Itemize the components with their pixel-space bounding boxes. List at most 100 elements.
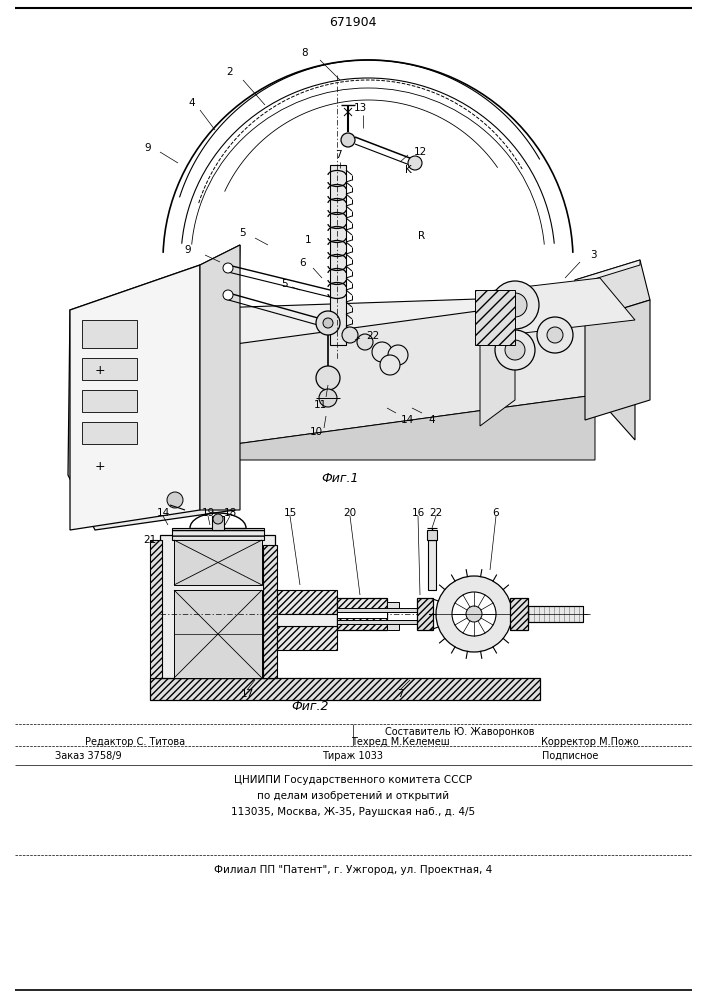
- Circle shape: [495, 330, 535, 370]
- Text: 20: 20: [344, 508, 356, 518]
- Bar: [174, 590, 262, 678]
- Text: 7: 7: [334, 150, 341, 160]
- Bar: [428, 540, 436, 590]
- Text: +: +: [95, 460, 105, 474]
- Text: 3: 3: [590, 250, 596, 260]
- Bar: [172, 528, 264, 540]
- Circle shape: [341, 133, 355, 147]
- Text: 14: 14: [400, 415, 414, 425]
- Text: R: R: [419, 231, 426, 241]
- Text: Филиал ПП "Патент", г. Ужгород, ул. Проектная, 4: Филиал ПП "Патент", г. Ужгород, ул. Прое…: [214, 865, 492, 875]
- Polygon shape: [200, 245, 240, 510]
- Circle shape: [547, 327, 563, 343]
- Text: Тираж 1033: Тираж 1033: [322, 751, 383, 761]
- Circle shape: [537, 317, 573, 353]
- Text: Техред М.Келемеш: Техред М.Келемеш: [351, 737, 450, 747]
- Bar: [475, 290, 515, 345]
- Text: Составитель Ю. Жаворонков: Составитель Ю. Жаворонков: [385, 727, 534, 737]
- Circle shape: [223, 290, 233, 300]
- Bar: [337, 610, 387, 618]
- Circle shape: [380, 355, 400, 375]
- Bar: [150, 678, 540, 700]
- Bar: [337, 620, 417, 624]
- Polygon shape: [575, 260, 640, 285]
- Bar: [277, 590, 337, 614]
- Circle shape: [316, 366, 340, 390]
- Text: 22: 22: [366, 331, 380, 341]
- Polygon shape: [70, 265, 200, 530]
- Bar: [277, 626, 337, 650]
- Bar: [337, 608, 417, 612]
- Text: 11: 11: [313, 400, 327, 410]
- Text: Подписное: Подписное: [542, 751, 598, 761]
- Bar: [427, 530, 437, 540]
- Bar: [330, 165, 346, 345]
- Text: 9: 9: [145, 143, 151, 153]
- Bar: [263, 545, 277, 678]
- Circle shape: [466, 606, 482, 622]
- Text: K: K: [404, 165, 411, 175]
- Polygon shape: [155, 295, 595, 455]
- Text: Фиг.2: Фиг.2: [291, 700, 329, 712]
- Text: Редактор С. Титова: Редактор С. Титова: [85, 737, 185, 747]
- Text: 6: 6: [493, 508, 499, 518]
- Bar: [174, 540, 262, 585]
- Text: 2: 2: [227, 67, 233, 77]
- Text: 4: 4: [428, 415, 436, 425]
- Polygon shape: [480, 278, 635, 334]
- Text: 7: 7: [397, 689, 403, 699]
- Text: Корректор М.Пожо: Корректор М.Пожо: [541, 737, 639, 747]
- Text: по делам изобретений и открытий: по делам изобретений и открытий: [257, 791, 449, 801]
- Text: 21: 21: [144, 535, 157, 545]
- Circle shape: [372, 342, 392, 362]
- Bar: [82, 390, 137, 412]
- Text: 671904: 671904: [329, 15, 377, 28]
- Circle shape: [213, 514, 223, 524]
- Polygon shape: [68, 245, 240, 530]
- Text: 18: 18: [223, 508, 237, 518]
- Circle shape: [503, 293, 527, 317]
- Text: 1: 1: [305, 235, 311, 245]
- Text: 14: 14: [156, 508, 170, 518]
- Text: Фиг.1: Фиг.1: [321, 472, 358, 485]
- Polygon shape: [155, 395, 595, 460]
- Text: Заказ 3758/9: Заказ 3758/9: [54, 751, 122, 761]
- Circle shape: [357, 334, 373, 350]
- Text: 16: 16: [411, 508, 425, 518]
- Bar: [150, 540, 162, 678]
- Polygon shape: [155, 295, 635, 355]
- Text: 19: 19: [201, 508, 215, 518]
- Text: ЦНИИПИ Государственного комитета СССР: ЦНИИПИ Государственного комитета СССР: [234, 775, 472, 785]
- Bar: [528, 606, 583, 622]
- Text: 10: 10: [310, 427, 322, 437]
- Text: 4: 4: [189, 98, 195, 108]
- Bar: [82, 358, 137, 380]
- Bar: [417, 598, 433, 630]
- Text: 8: 8: [302, 48, 308, 58]
- Polygon shape: [480, 308, 515, 426]
- Circle shape: [167, 492, 183, 508]
- Polygon shape: [585, 300, 650, 420]
- Text: 5: 5: [239, 228, 245, 238]
- Text: 6: 6: [300, 258, 306, 268]
- Text: 5: 5: [281, 279, 288, 289]
- Bar: [82, 320, 137, 348]
- Text: 113035, Москва, Ж-35, Раушская наб., д. 4/5: 113035, Москва, Ж-35, Раушская наб., д. …: [231, 807, 475, 817]
- Bar: [337, 598, 387, 630]
- Text: +: +: [95, 363, 105, 376]
- Circle shape: [491, 281, 539, 329]
- Circle shape: [342, 327, 358, 343]
- Text: 13: 13: [354, 103, 367, 113]
- Text: 15: 15: [284, 508, 297, 518]
- Text: 9: 9: [185, 245, 192, 255]
- Circle shape: [505, 340, 525, 360]
- Bar: [510, 598, 528, 630]
- Text: 22: 22: [429, 508, 443, 518]
- Text: 17: 17: [240, 689, 254, 699]
- Text: 12: 12: [414, 147, 426, 157]
- Circle shape: [319, 389, 337, 407]
- Polygon shape: [595, 295, 635, 440]
- Circle shape: [223, 263, 233, 273]
- Bar: [387, 602, 399, 610]
- Circle shape: [436, 576, 512, 652]
